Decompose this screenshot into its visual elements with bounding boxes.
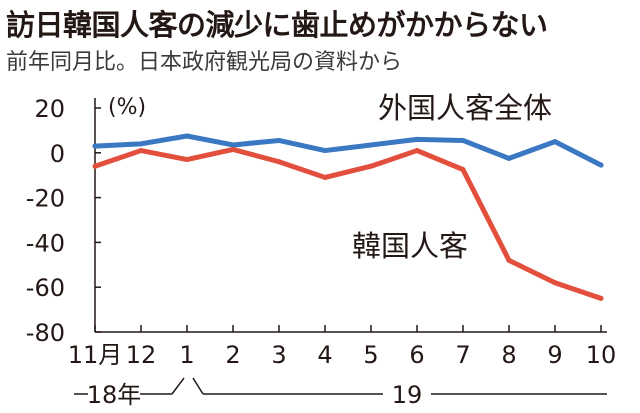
y-tick-label: -20 [26,185,65,213]
data-point [92,163,98,169]
data-point [138,148,144,154]
x-tick-label: 6 [409,341,424,369]
x-tick-label: 5 [363,341,378,369]
chart-title: 訪日韓国人客の減少に歯止めがかからない [6,8,548,42]
y-unit-label: (%) [108,95,146,120]
y-tick-label: -40 [26,229,65,257]
data-point [276,137,282,143]
x-tick-label: 10 [586,341,617,369]
year-label-2019: 19 [392,381,423,409]
x-tick-label: 8 [501,341,516,369]
y-tick-label: 0 [50,140,65,168]
data-point [322,148,328,154]
x-tick-label: 11月 [68,341,123,369]
data-point [368,142,374,148]
data-point [552,139,558,145]
x-tick-label: 1 [179,341,194,369]
data-point [460,167,466,173]
series-line [92,133,604,168]
data-point [368,163,374,169]
series-label: 外国人客全体 [378,91,552,125]
y-tick-label: 20 [34,95,65,123]
data-point [276,159,282,165]
year-label-2018: 18年 [87,381,142,409]
x-tick-label: 9 [547,341,562,369]
x-tick-label: 12 [126,341,157,369]
year-divider [192,377,204,395]
x-tick-label: 4 [317,341,332,369]
x-tick-label: 7 [455,341,470,369]
series-label: 韓国人客 [352,229,468,263]
y-tick-label: -80 [26,319,65,347]
data-point [230,146,236,152]
data-point [230,142,236,148]
data-point [184,157,190,163]
x-tick-label: 2 [225,341,240,369]
data-point [552,280,558,286]
year-divider [171,377,185,395]
series-lines [92,133,604,301]
y-tick-label: -60 [26,274,65,302]
data-point [506,257,512,263]
series-line [92,146,604,301]
data-point [598,162,604,168]
chart-subtitle: 前年同月比。日本政府観光局の資料から [6,50,403,75]
data-point [506,155,512,161]
data-point [184,133,190,139]
data-point [460,137,466,143]
x-tick-label: 3 [271,341,286,369]
data-point [598,295,604,301]
data-point [138,141,144,147]
data-point [322,174,328,180]
data-point [414,148,420,154]
data-point [92,143,98,149]
data-point [414,136,420,142]
